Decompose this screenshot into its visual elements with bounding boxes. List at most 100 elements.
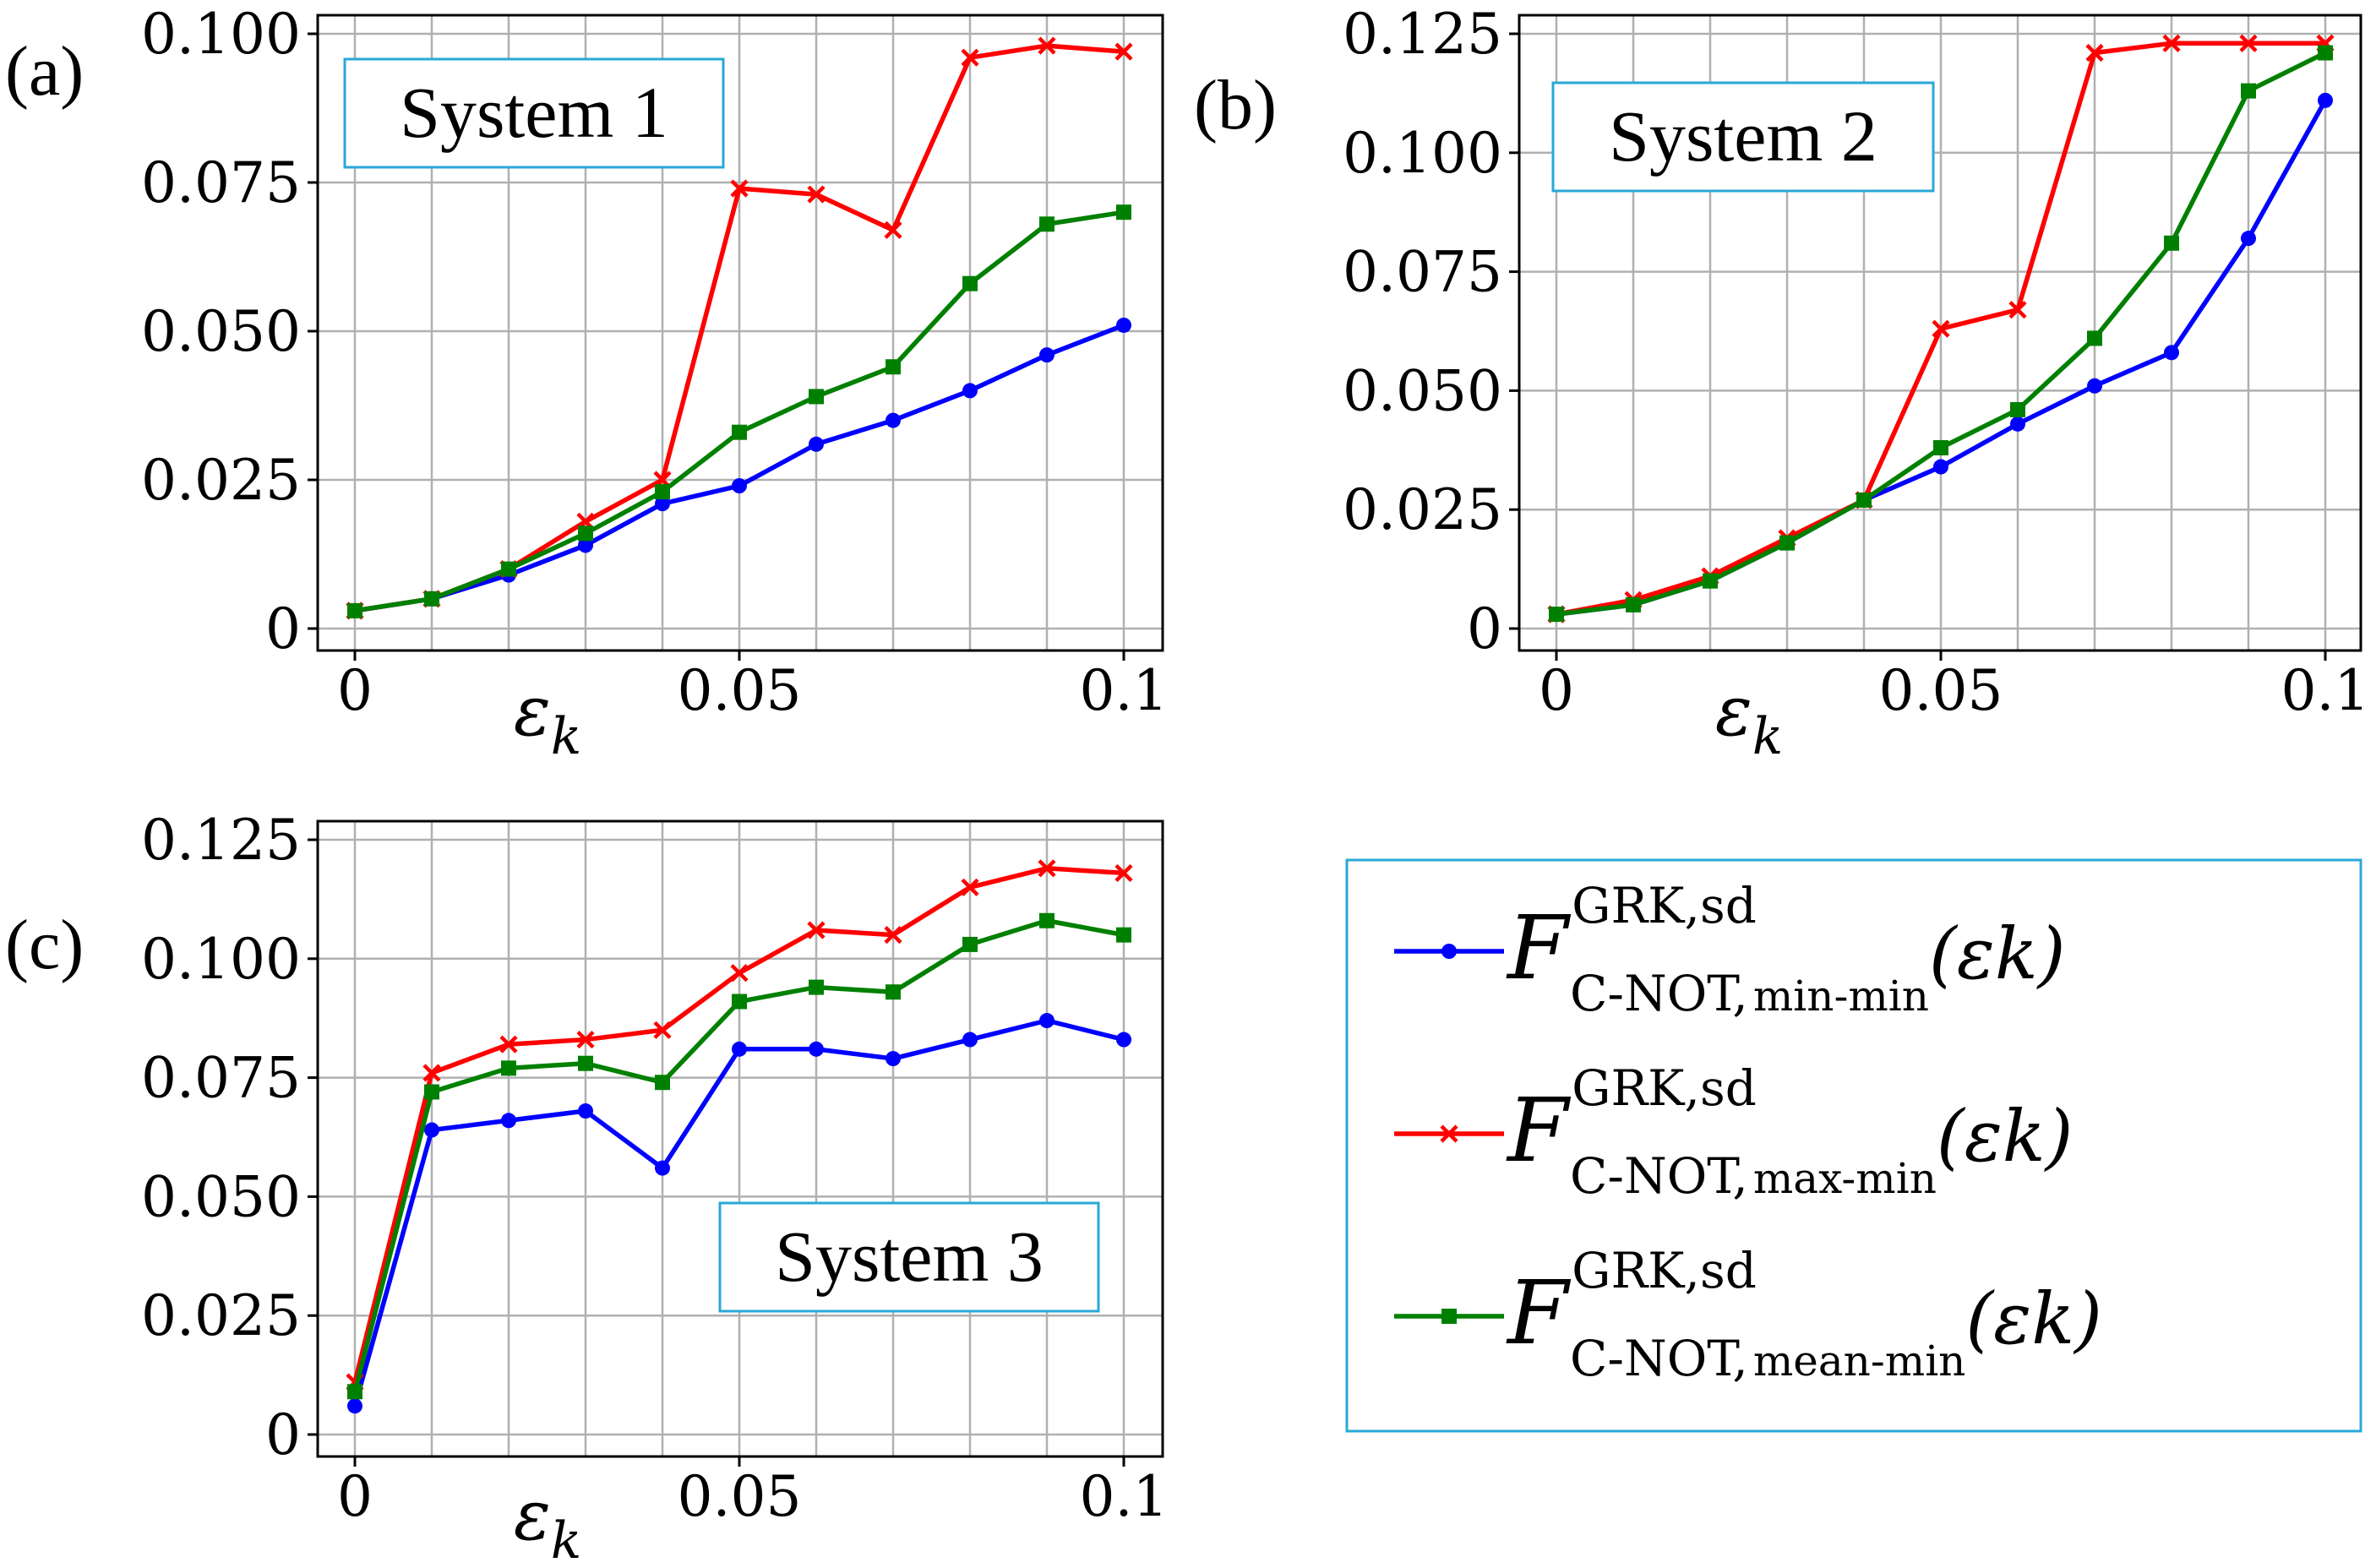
system-title: System 3 bbox=[775, 1216, 1044, 1297]
y-tick-label: 0.100 bbox=[141, 2, 301, 67]
panel-c: 0 0.025 0.050 0.075 0.100 0.125 0 0.05 0.1 εk (c) S… bbox=[5, 808, 1168, 1568]
data-point-min-min bbox=[1039, 347, 1054, 363]
data-point-mean-min bbox=[962, 275, 978, 291]
data-point-min-min bbox=[1039, 1013, 1054, 1029]
data-point-mean-min bbox=[578, 525, 593, 542]
data-point-max-min bbox=[884, 220, 902, 239]
data-point-max-min bbox=[2085, 43, 2104, 63]
data-point-mean-min bbox=[1549, 607, 1564, 623]
x-tick-label: 0.1 bbox=[1080, 1464, 1169, 1529]
data-point-max-min bbox=[730, 179, 749, 198]
x-axis-label: εk bbox=[1715, 672, 1783, 766]
data-point-min-min bbox=[2010, 416, 2025, 432]
data-point-max-min bbox=[884, 926, 902, 945]
data-point-max-min bbox=[2162, 34, 2181, 52]
data-point-min-min bbox=[809, 1041, 824, 1057]
title-box bbox=[1551, 81, 1935, 193]
data-point-max-min bbox=[1038, 36, 1056, 55]
data-point-mean-min bbox=[2010, 401, 2025, 417]
data-point-mean-min bbox=[347, 602, 362, 618]
legend-box bbox=[1345, 858, 2362, 1433]
legend-marker bbox=[1441, 944, 1457, 959]
data-point-min-min bbox=[1116, 317, 1131, 333]
y-tick-label: 0.050 bbox=[1343, 358, 1502, 423]
data-point-max-min bbox=[2239, 34, 2258, 52]
system-title: System 2 bbox=[1609, 95, 1877, 177]
y-tick-label: 0.075 bbox=[141, 1046, 301, 1111]
data-point-max-min bbox=[1114, 863, 1133, 883]
y-tick-label: 0.050 bbox=[141, 1164, 301, 1229]
data-point-mean-min bbox=[809, 979, 824, 995]
data-point-mean-min bbox=[2087, 330, 2102, 346]
data-point-min-min bbox=[578, 537, 593, 553]
panel-label: (b) bbox=[1194, 66, 1277, 144]
data-point-mean-min bbox=[1779, 535, 1795, 551]
x-tick-label: 0.05 bbox=[678, 1464, 802, 1529]
y-tick-label: 0.025 bbox=[141, 1283, 301, 1348]
y-tick-label: 0.075 bbox=[141, 150, 301, 215]
data-point-min-min bbox=[886, 1051, 901, 1067]
x-tick-label: 0.05 bbox=[678, 658, 802, 723]
y-tick-label: 0.025 bbox=[141, 448, 301, 513]
data-point-min-min bbox=[424, 1122, 439, 1138]
data-point-mean-min bbox=[578, 1055, 593, 1071]
data-point-mean-min bbox=[886, 359, 901, 375]
y-tick-label: 0.100 bbox=[141, 927, 301, 992]
data-point-max-min bbox=[730, 964, 749, 983]
data-point-max-min bbox=[576, 1030, 595, 1049]
y-tick-label: 0 bbox=[1467, 596, 1502, 662]
data-point-min-min bbox=[655, 1160, 670, 1176]
y-tick-label: 0.125 bbox=[1343, 2, 1502, 67]
y-tick-label: 0.050 bbox=[141, 299, 301, 364]
data-point-max-min bbox=[961, 48, 979, 67]
data-point-mean-min bbox=[1933, 439, 1948, 455]
data-point-min-min bbox=[501, 1113, 516, 1129]
data-point-mean-min bbox=[1116, 927, 1131, 943]
data-point-min-min bbox=[732, 1041, 747, 1057]
data-point-mean-min bbox=[1856, 492, 1872, 508]
data-point-max-min bbox=[1932, 319, 1950, 338]
data-point-mean-min bbox=[2164, 235, 2179, 251]
data-point-mean-min bbox=[424, 591, 439, 607]
data-point-mean-min bbox=[732, 994, 747, 1010]
data-point-max-min bbox=[2008, 301, 2027, 319]
data-point-min-min bbox=[578, 1103, 593, 1119]
data-point-mean-min bbox=[1626, 596, 1641, 612]
data-point-min-min bbox=[809, 436, 824, 452]
y-tick-label: 0.125 bbox=[141, 808, 301, 873]
legend-marker bbox=[1440, 1124, 1458, 1143]
x-tick-label: 0 bbox=[337, 1464, 373, 1529]
data-point-min-min bbox=[2164, 345, 2179, 361]
data-point-mean-min bbox=[501, 561, 516, 577]
data-point-mean-min bbox=[2241, 83, 2256, 99]
data-point-min-min bbox=[2087, 378, 2102, 394]
data-point-mean-min bbox=[809, 389, 824, 405]
data-point-min-min bbox=[962, 1032, 978, 1048]
data-point-mean-min bbox=[886, 984, 901, 1000]
data-point-min-min bbox=[2241, 231, 2256, 247]
data-point-max-min bbox=[499, 1035, 518, 1054]
data-point-min-min bbox=[886, 412, 901, 428]
x-tick-label: 0 bbox=[337, 658, 373, 723]
legend-label-max_min: FGRK,sd C-NOT, max-min(εk) bbox=[1506, 1059, 2073, 1205]
y-tick-label: 0.100 bbox=[1343, 121, 1502, 186]
panel-a: 0 0.025 0.050 0.075 0.100 0 0.05 0.1 εk (a) System… bbox=[5, 2, 1168, 766]
system-title: System 1 bbox=[400, 72, 668, 153]
x-tick-label: 0.1 bbox=[1080, 658, 1169, 723]
legend-marker bbox=[1441, 1309, 1457, 1324]
data-point-mean-min bbox=[732, 424, 747, 440]
x-axis-label: εk bbox=[514, 672, 581, 766]
data-point-min-min bbox=[732, 478, 747, 494]
data-point-max-min bbox=[807, 921, 826, 939]
data-point-mean-min bbox=[655, 484, 670, 500]
data-point-max-min bbox=[961, 878, 979, 896]
panel-label: (c) bbox=[5, 906, 84, 984]
x-tick-label: 0.05 bbox=[1879, 658, 2003, 723]
panel-label: (a) bbox=[5, 32, 84, 111]
legend: FGRK,sd C-NOT, min-min(εk) FGRK,sd C-NOT, max… bbox=[1345, 858, 2362, 1433]
data-point-mean-min bbox=[2318, 45, 2333, 61]
data-point-mean-min bbox=[1039, 216, 1054, 232]
data-point-mean-min bbox=[1039, 912, 1054, 928]
data-point-mean-min bbox=[424, 1084, 439, 1100]
data-point-min-min bbox=[1116, 1032, 1131, 1048]
